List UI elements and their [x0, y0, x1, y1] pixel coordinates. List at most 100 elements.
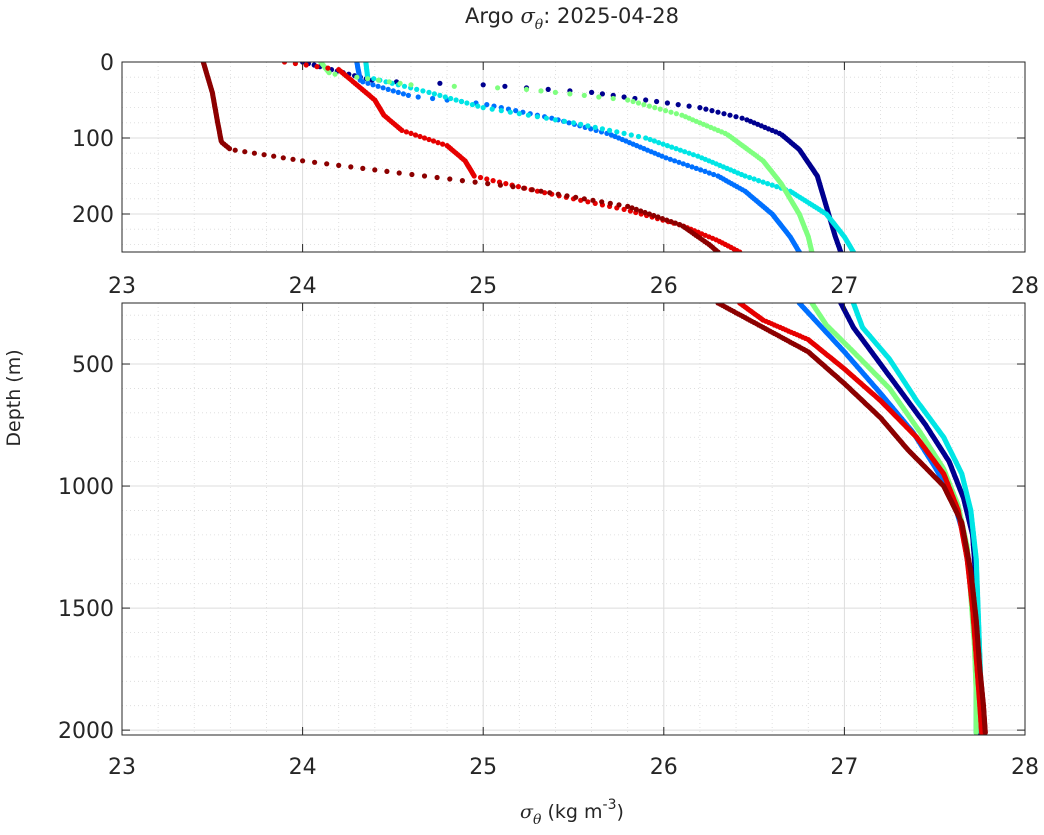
data-point: [397, 80, 403, 86]
data-point: [290, 156, 296, 162]
data-point: [395, 89, 401, 95]
x-tick-label: 27: [830, 274, 858, 299]
data-point: [360, 165, 366, 171]
data-point: [628, 132, 634, 138]
data-point: [336, 162, 342, 168]
data-point: [646, 103, 653, 109]
data-point: [370, 82, 376, 88]
data-point: [261, 152, 267, 158]
data-point: [442, 94, 448, 100]
data-point: [365, 76, 371, 82]
data-point: [659, 153, 665, 159]
data-point: [809, 249, 815, 252]
data-point: [727, 112, 733, 118]
data-point: [711, 171, 717, 178]
data-point: [685, 162, 691, 168]
data-point: [448, 95, 454, 102]
data-point: [651, 212, 657, 219]
data-point: [698, 167, 704, 173]
data-point: [625, 97, 631, 103]
data-point: [489, 106, 495, 112]
y-tick-label: 0: [100, 51, 114, 76]
y-tick-label: 1000: [58, 475, 114, 500]
data-point: [654, 98, 660, 105]
data-point: [503, 181, 509, 187]
data-point: [447, 176, 453, 182]
axes-frame: [121, 302, 1026, 736]
data-point: [408, 130, 414, 136]
data-point: [686, 150, 692, 156]
data-point: [421, 173, 428, 179]
data-point: [354, 74, 360, 80]
data-point: [703, 106, 709, 112]
data-point: [399, 127, 405, 133]
data-point: [635, 133, 642, 140]
data-point: [242, 149, 248, 155]
data-point: [668, 219, 674, 225]
data-point: [326, 70, 332, 76]
data-point: [538, 188, 544, 194]
data-point: [663, 108, 669, 114]
data-point: [641, 102, 647, 108]
data-point: [498, 108, 504, 114]
data-point: [232, 147, 238, 153]
data-point: [564, 193, 570, 199]
data-point: [589, 89, 595, 95]
data-point: [437, 80, 443, 86]
data-point: [616, 202, 622, 208]
data-point: [390, 88, 396, 94]
data-point: [555, 191, 561, 197]
data-point: [396, 170, 402, 176]
data-point: [420, 88, 426, 94]
data-point: [484, 176, 490, 182]
data-point: [414, 86, 420, 92]
data-point: [675, 102, 681, 108]
data-point: [693, 165, 699, 171]
data-point: [430, 95, 436, 102]
data-point: [652, 105, 658, 111]
data-point: [680, 161, 686, 167]
profile-series: [318, 62, 815, 252]
data-point: [484, 102, 490, 108]
data-point: [663, 155, 669, 161]
x-tick-label: 24: [289, 755, 317, 780]
data-point: [621, 206, 627, 212]
data-point: [431, 91, 437, 97]
data-point: [292, 62, 298, 67]
data-point: [384, 168, 390, 174]
data-point: [751, 176, 757, 182]
data-point: [365, 80, 371, 86]
y-tick-label: 100: [72, 127, 114, 152]
data-point: [421, 135, 428, 141]
data-point: [547, 190, 553, 196]
data-point: [348, 164, 354, 170]
upper-panel: 23 24 25 26 27 28 0 100 200: [72, 51, 1039, 299]
data-point: [497, 182, 503, 188]
data-point: [570, 120, 577, 126]
data-point: [426, 89, 432, 95]
data-point: [629, 205, 635, 211]
data-point: [523, 86, 530, 92]
plot-area: [122, 62, 1025, 252]
data-point: [513, 108, 519, 114]
data-point: [552, 89, 559, 95]
data-point: [682, 149, 688, 155]
x-tick-label: 24: [289, 274, 317, 299]
data-point: [715, 249, 721, 252]
data-point: [590, 197, 596, 203]
data-point: [400, 91, 406, 97]
data-point: [534, 114, 541, 120]
data-point: [659, 216, 666, 222]
data-point: [697, 105, 703, 111]
data-point: [380, 85, 386, 91]
data-point: [435, 140, 441, 146]
data-point: [673, 111, 680, 117]
data-point: [838, 249, 844, 252]
data-point: [585, 123, 591, 129]
data-point: [721, 111, 727, 117]
data-point: [440, 141, 446, 147]
data-point: [471, 173, 477, 179]
data-point: [480, 105, 486, 111]
data-point: [372, 167, 378, 173]
data-point: [621, 130, 627, 136]
